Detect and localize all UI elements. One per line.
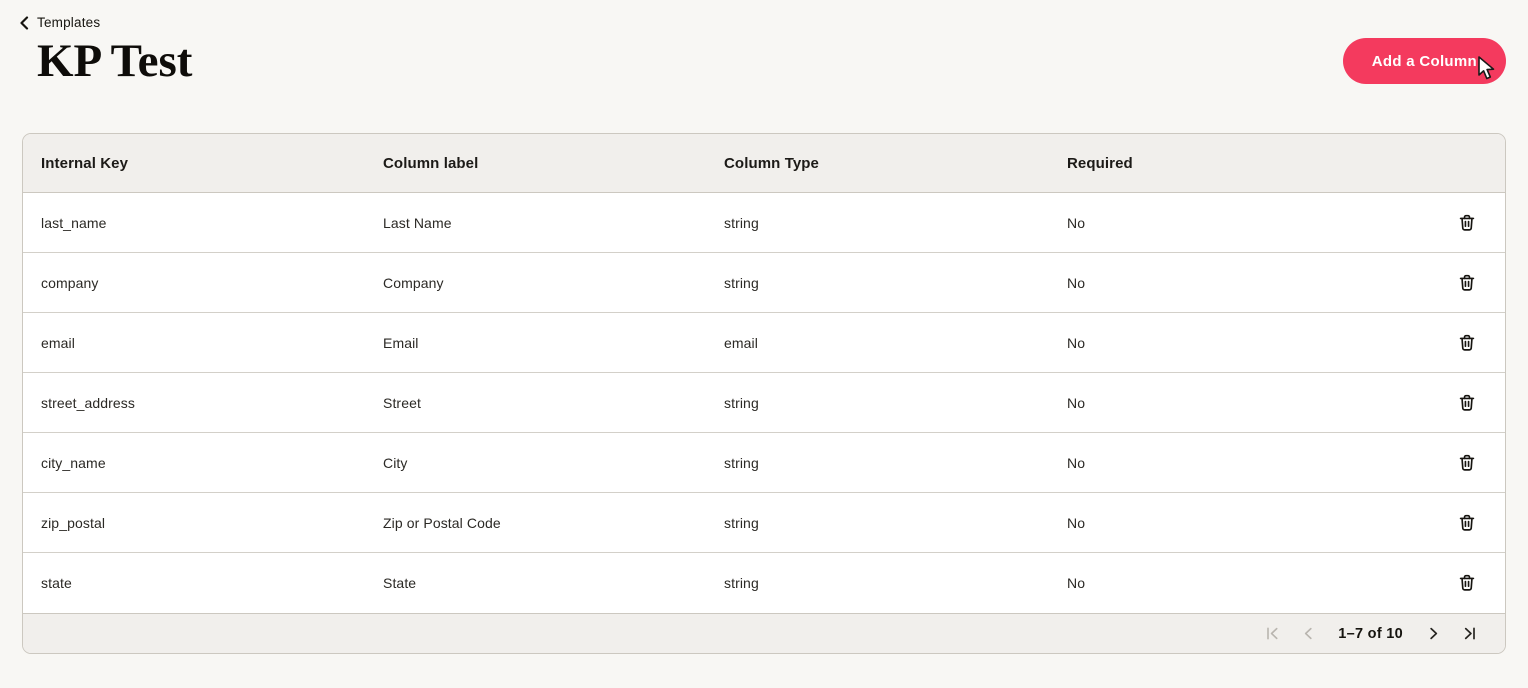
table-row: state State string No	[23, 553, 1505, 613]
cell-internal-key: state	[41, 575, 72, 591]
page-title: KP Test	[37, 35, 193, 87]
cell-internal-key: last_name	[41, 214, 107, 231]
cell-column-type: string	[724, 575, 759, 591]
next-page-icon	[1429, 627, 1437, 640]
cell-internal-key: zip_postal	[41, 514, 106, 531]
chevron-left-icon	[20, 15, 29, 30]
first-page-button[interactable]	[1258, 620, 1286, 648]
column-header-required: Required	[1067, 154, 1133, 172]
cell-column-type: email	[724, 334, 758, 351]
delete-row-button[interactable]	[1451, 207, 1483, 239]
table-row: zip_postal Zip or Postal Code string No	[23, 493, 1505, 553]
cell-column-type: string	[724, 394, 759, 411]
cell-column-label: Street	[383, 394, 421, 411]
back-link-templates[interactable]: Templates	[18, 15, 100, 30]
first-page-icon	[1266, 627, 1278, 640]
trash-icon	[1459, 454, 1475, 471]
cell-column-type: string	[724, 514, 759, 531]
cell-column-type: string	[724, 454, 759, 471]
table-row: last_name Last Name string No	[23, 193, 1505, 253]
last-page-button[interactable]	[1455, 620, 1483, 648]
cell-internal-key: email	[41, 334, 75, 351]
cell-column-type: string	[724, 274, 759, 291]
cell-internal-key: company	[41, 274, 99, 291]
cell-required: No	[1067, 575, 1086, 591]
cell-required: No	[1067, 454, 1086, 471]
delete-row-button[interactable]	[1451, 267, 1483, 299]
pagination-range-label: 1–7 of 10	[1338, 625, 1403, 642]
cell-column-label: City	[383, 454, 408, 471]
last-page-icon	[1464, 627, 1475, 640]
trash-icon	[1459, 574, 1475, 591]
delete-row-button[interactable]	[1451, 507, 1483, 539]
cell-column-label: Email	[383, 334, 419, 351]
columns-table: Internal Key Column label Column Type Re…	[22, 133, 1506, 654]
add-a-column-button[interactable]: Add a Column	[1342, 38, 1506, 84]
pagination-bar: 1–7 of 10	[23, 613, 1505, 653]
trash-icon	[1459, 274, 1475, 291]
cell-column-label: Zip or Postal Code	[383, 514, 501, 531]
column-header-internal-key: Internal Key	[41, 154, 129, 172]
table-row: company Company string No	[23, 253, 1505, 313]
table-row: email Email email No	[23, 313, 1505, 373]
trash-icon	[1459, 514, 1475, 531]
next-page-button[interactable]	[1419, 620, 1447, 648]
delete-row-button[interactable]	[1451, 447, 1483, 479]
delete-row-button[interactable]	[1451, 387, 1483, 419]
cell-required: No	[1067, 274, 1086, 291]
table-body: last_name Last Name string No company Co…	[23, 193, 1505, 613]
delete-row-button[interactable]	[1451, 567, 1483, 599]
cell-required: No	[1067, 334, 1086, 351]
column-header-column-label: Column label	[383, 154, 479, 172]
previous-page-icon	[1304, 627, 1312, 640]
column-header-column-type: Column Type	[724, 154, 819, 172]
cell-required: No	[1067, 514, 1086, 531]
cell-column-label: Last Name	[383, 214, 452, 231]
previous-page-button[interactable]	[1294, 620, 1322, 648]
cell-column-type: string	[724, 214, 759, 231]
trash-icon	[1459, 334, 1475, 351]
cell-required: No	[1067, 214, 1086, 231]
cell-required: No	[1067, 394, 1086, 411]
trash-icon	[1459, 214, 1475, 231]
back-link-label: Templates	[37, 15, 101, 30]
cell-internal-key: street_address	[41, 394, 136, 411]
table-row: street_address Street string No	[23, 373, 1505, 433]
cell-column-label: Company	[383, 274, 444, 291]
cell-column-label: State	[383, 575, 417, 591]
trash-icon	[1459, 394, 1475, 411]
cell-internal-key: city_name	[41, 454, 106, 471]
delete-row-button[interactable]	[1451, 327, 1483, 359]
table-row: city_name City string No	[23, 433, 1505, 493]
table-header-row: Internal Key Column label Column Type Re…	[23, 134, 1505, 193]
